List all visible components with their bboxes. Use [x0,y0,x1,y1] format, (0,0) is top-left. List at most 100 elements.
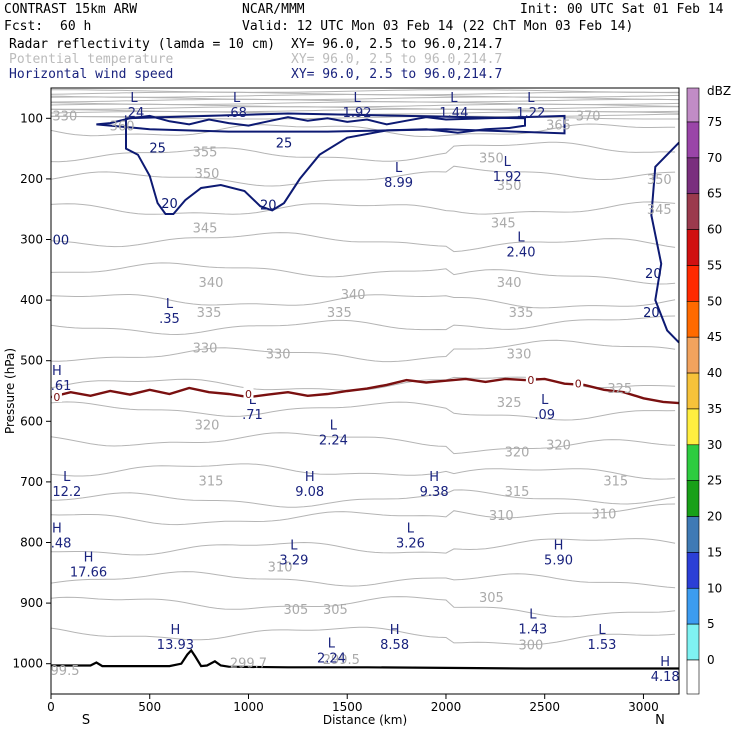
y-tick-label: 600 [20,414,43,428]
colorbar-level: 50 [707,294,722,308]
extremum-type: H [52,521,62,536]
extremum-type: H [554,538,564,553]
wind-contour-25 [96,114,566,135]
y-tick-label: 900 [20,596,43,610]
theta-label: 299.7 [230,656,267,671]
melting-layer-line [51,377,679,405]
theta-contour-line [51,262,676,285]
theta-label: 299.5 [42,664,79,679]
theta-label: 330 [266,347,291,362]
extremum-type: L [541,393,549,408]
theta-label: 350 [195,167,220,182]
x-axis: 0 500 1000 1500 2000 2500 3000 [47,694,659,714]
wind-contour-label: 20 [645,267,662,282]
extremum-value: 1.92 [493,170,522,185]
zero-dbz-label: 0 [245,388,252,401]
theta-contours [51,89,679,646]
colorbar-level: 75 [707,115,722,129]
colorbar-swatch [686,480,700,517]
y-tick-label: 800 [20,536,43,550]
y-tick-label: 500 [20,354,43,368]
wind-contour-label: 25 [149,141,166,156]
theta-label: 335 [327,306,352,321]
theta-contour-line [51,293,676,309]
theta-label: 330 [52,109,77,124]
zero-label-bg [573,376,584,389]
theta-label: 305 [323,603,348,618]
init-time: Init: 00 UTC Sat 01 Feb 14 [520,2,724,17]
colorbar-swatch [686,157,700,195]
theta-contour-line [51,432,676,455]
extremum-value: 5.90 [544,553,573,568]
extremum-type: H [429,470,439,485]
extremum-value: 1.22 [516,106,545,121]
theta-label: 350 [497,179,522,194]
theta-label: 355 [193,146,218,161]
theta-label: 345 [491,217,516,232]
theta-label: 310 [268,561,293,576]
zero-label-bg [525,373,536,386]
theta-contour-line [51,106,679,110]
extremum-value: .35 [159,312,180,327]
colorbar-swatch [686,121,700,159]
theta-label: 330 [507,347,532,362]
extremum-type: L [63,470,71,485]
colorbar-swatch [686,229,700,266]
theta-contour-line [51,503,676,526]
colorbar-swatch [686,336,700,374]
wind-contour-label: 25 [276,137,293,152]
extremum-type: L [504,155,512,170]
wind-contour-label: 20 [643,306,660,321]
theta-contour-line [51,339,676,363]
extremum-type: H [305,470,315,485]
wind-contour-20 [125,112,526,215]
x-tick-label: 2500 [529,700,560,714]
x-tick-label: 500 [138,700,161,714]
extremum-value: 1.92 [343,106,372,121]
theta-label: 370 [576,109,601,124]
extremum-type: H [52,364,62,379]
colorbar-level: 70 [707,151,722,165]
x-tick-label: 1000 [233,700,264,714]
theta-label: 310 [592,507,617,522]
colorbar-unit: dBZ [707,84,731,98]
theta-contour-line [51,232,676,253]
colorbar-level: 55 [707,258,722,272]
extremum-value: 1.44 [439,106,468,121]
colorbar-swatch [686,516,700,553]
extremum-value: 9.08 [295,485,324,500]
wind-contour-labels: 25 25 20 20 20 20 00 [53,137,662,322]
theta-contour-line [51,489,676,508]
colorbar-level: 60 [707,223,722,237]
colorbar-swatch [686,408,700,446]
source-label: NCAR/MMM [242,2,305,17]
wind-extrema: L.24L.68L1.92L1.44L1.22L8.99L1.92L2.40L.… [51,91,679,685]
plot-frame [50,87,680,695]
extremum-value: 12.2 [52,485,81,500]
extremum-type: L [527,91,535,106]
theta-label: 315 [199,475,224,490]
theta-label: 315 [505,485,530,500]
extremum-value: 2.24 [319,433,348,448]
y-axis-label: Pressure (hPa) [3,348,17,434]
colorbar-level: 25 [707,474,722,488]
theta-contour-line [51,141,676,163]
plot-area: 370 365 330 360 355 350 350 350 350 345 345 345 340 3… [42,89,679,685]
y-tick-label: 700 [20,475,43,489]
theta-contour-line [51,93,679,98]
theta-label: 345 [193,221,218,236]
colorbar-level: 5 [707,617,715,631]
field-theta-xy: XY= 96.0, 2.5 to 96.0,214.7 [291,52,502,67]
theta-contour-line [51,401,676,421]
extremum-type: L [395,161,403,176]
model-title: CONTRAST 15km ARW [4,2,137,17]
theta-label: 360 [110,120,135,135]
colorbar-swatch [686,372,700,410]
theta-label: 305 [479,591,504,606]
theta-label: 345 [647,203,672,218]
colorbar-level: 20 [707,510,722,524]
theta-label: 320 [195,418,220,433]
colorbar-level: 40 [707,366,722,380]
zero-dbz-label: 0 [575,378,582,391]
